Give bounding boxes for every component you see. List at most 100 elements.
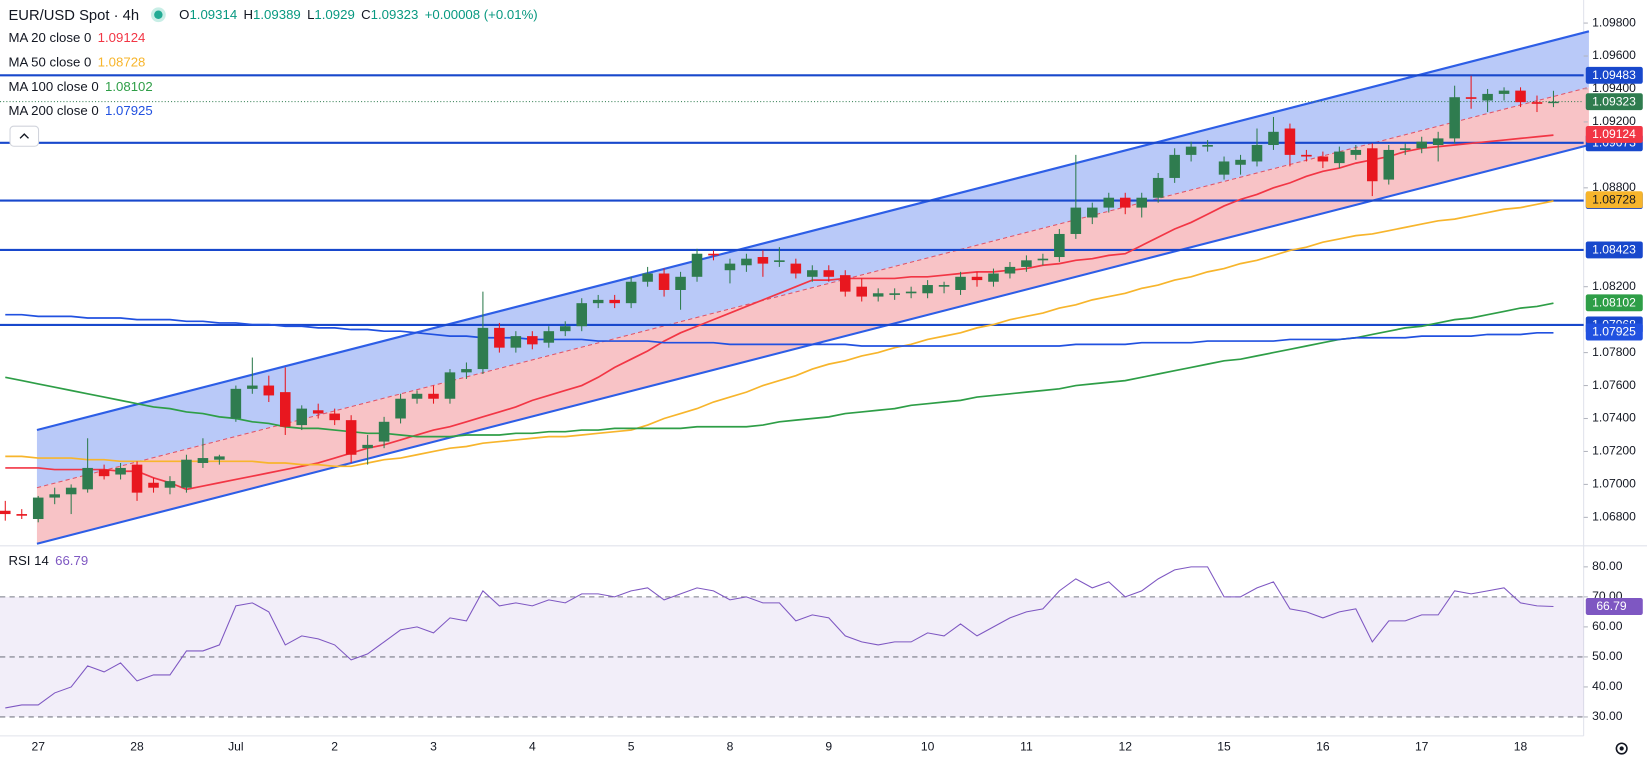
x-tick-label: 16 (1316, 740, 1330, 754)
y-tick-label: 1.07600 (1592, 378, 1636, 392)
candle-body (625, 281, 637, 304)
candle-body (1531, 102, 1543, 104)
x-tick-label: 5 (628, 740, 635, 754)
y-tick-label: 1.07200 (1592, 444, 1636, 458)
candle-body (774, 260, 785, 262)
channel-upper-line (36, 30, 1590, 432)
candle-body (757, 257, 769, 264)
candle-body (938, 285, 950, 287)
candle-body (1383, 149, 1395, 180)
ma-price-label: 1.07925 (1592, 325, 1636, 339)
candle-body (543, 331, 555, 343)
candle-body (510, 336, 522, 348)
ohlc-label: O (179, 7, 190, 23)
ma-name: MA 20 close 0 (8, 30, 92, 46)
candle-body (345, 420, 357, 455)
ma-value: 1.09124 (97, 30, 146, 46)
candle-body (1334, 151, 1345, 164)
x-tick-label: Jul (228, 740, 244, 754)
level-label: 1.09483 (1592, 68, 1636, 82)
candle-body (1119, 197, 1131, 208)
level-label: 1.08423 (1592, 243, 1636, 257)
ma-line (5, 302, 1554, 438)
rsi-value-box (1585, 598, 1643, 615)
candle-body (1416, 141, 1427, 149)
candle-body (32, 497, 44, 520)
candle-body (592, 299, 604, 304)
candle-body (296, 408, 308, 426)
candle-body (559, 326, 571, 332)
change: +0.00008 (+0.01%) (424, 7, 538, 23)
candle-body (839, 275, 851, 292)
candle-body (0, 510, 11, 515)
ma-price-label-box (1585, 323, 1643, 341)
collapse-icon (19, 133, 29, 139)
ma-price-label: 1.09124 (1592, 127, 1636, 141)
candle-body (312, 410, 324, 414)
candle-body (675, 276, 686, 290)
candle-body (1399, 148, 1411, 150)
y-tick-label: 1.09600 (1592, 48, 1636, 62)
candle-body (395, 398, 406, 419)
candle-body (708, 253, 719, 256)
candle-body (823, 270, 835, 277)
ma-legend: MA 50 close 0 1.08728 (8, 55, 145, 70)
ma-legend: MA 200 close 0 1.07925 (8, 103, 152, 118)
settings-icon[interactable] (1615, 742, 1628, 755)
ma-line (5, 313, 1554, 347)
candle-body (1482, 93, 1493, 101)
candle-body (527, 336, 538, 345)
candle-body (1268, 131, 1279, 145)
y-tick-label: 1.07800 (1592, 345, 1636, 359)
candle-body (955, 276, 966, 290)
candle-body (609, 299, 620, 304)
candle-body (1301, 154, 1312, 157)
candle-body (1515, 90, 1526, 103)
candle-body (724, 263, 736, 271)
ohlc-value: 1.09389 (253, 7, 301, 23)
candle-body (1367, 148, 1378, 182)
ma-price-label: 1.08728 (1592, 192, 1636, 206)
x-tick-label: 11 (1020, 740, 1033, 754)
candle-body (905, 291, 917, 294)
ma-value: 1.08102 (105, 79, 153, 94)
candle-body (148, 482, 159, 488)
y-tick-label: 1.07400 (1592, 411, 1636, 425)
collapse-button[interactable] (9, 125, 40, 147)
rsi-tick-label: 40.00 (1592, 679, 1623, 693)
candle-body (1004, 266, 1016, 274)
candle-body (16, 514, 28, 516)
x-tick-label: 12 (1118, 740, 1132, 754)
candle-body (329, 413, 340, 421)
x-tick-label: 3 (430, 740, 437, 754)
candle-body (131, 464, 143, 493)
ohlc-item: H1.09389 (244, 7, 301, 22)
ohlc-item: O1.09314 (179, 7, 237, 22)
candle-body (411, 393, 423, 399)
x-tick-label: 15 (1217, 740, 1231, 754)
candle-body (856, 286, 867, 297)
x-tick-label: 9 (825, 740, 832, 754)
x-tick-label: 10 (921, 740, 935, 754)
ma-name: MA 100 close 0 (8, 79, 99, 94)
ohlc-value: 1.09323 (370, 7, 419, 23)
candle-body (922, 285, 933, 294)
candle-body (181, 459, 192, 488)
rsi-tick-label: 60.00 (1592, 619, 1623, 633)
candle-body (1498, 90, 1510, 94)
y-tick-label: 1.08800 (1592, 180, 1636, 194)
status-dot (153, 10, 163, 20)
candle-body (1169, 154, 1180, 178)
ma-line (5, 134, 1554, 491)
candle-body (1185, 146, 1197, 155)
level-label-box (1585, 241, 1643, 259)
candle-body (444, 372, 456, 399)
candle-body (1432, 138, 1444, 145)
ohlc-label: H (243, 7, 254, 23)
ma-legend: MA 20 close 0 1.09124 (8, 31, 145, 46)
y-tick-label: 1.09400 (1592, 81, 1636, 95)
candle-body (1251, 144, 1263, 162)
candle-body (658, 273, 670, 290)
